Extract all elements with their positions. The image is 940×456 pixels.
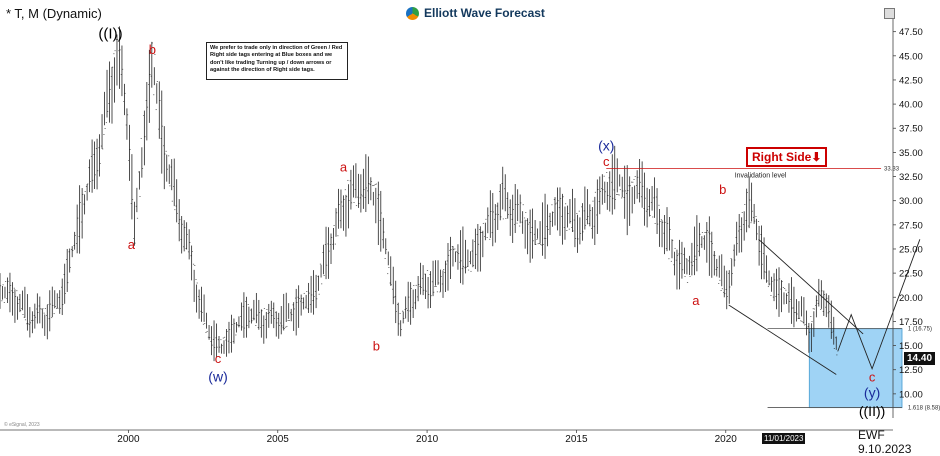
wave-label-8: c — [603, 154, 610, 169]
fib-label-1: 1.618 (8.58) — [908, 406, 940, 412]
y-tick-label-15: 47.50 — [899, 27, 923, 38]
cursor-date: 11/01/2023 — [762, 433, 806, 444]
y-tick-label-13: 42.50 — [899, 75, 923, 86]
wave-label-3: c — [215, 351, 222, 366]
right-side-tag: Right Side⬇ — [746, 147, 828, 167]
wave-label-7: (x) — [598, 137, 614, 153]
blue-box — [808, 328, 903, 409]
wave-label-0: ((I)) — [98, 25, 122, 42]
y-tick-label-4: 20.00 — [899, 293, 923, 304]
brand-name: Elliott Wave Forecast — [424, 6, 545, 20]
y-tick-label-3: 17.50 — [899, 317, 923, 328]
down-arrow-icon: ⬇ — [811, 150, 822, 164]
fib-label-0: 1 (16.75) — [908, 327, 932, 333]
projection-path — [837, 239, 921, 371]
wave-label-13: ((II)) — [859, 403, 885, 419]
wave-label-9: b — [719, 182, 726, 197]
channel-line-0 — [758, 238, 864, 335]
wave-label-5: a — [340, 160, 348, 175]
ewf-watermark: EWF 9.10.2023 — [858, 428, 912, 456]
y-tick-label-10: 35.00 — [899, 148, 923, 159]
y-tick-label-11: 37.50 — [899, 124, 923, 135]
y-tick-label-7: 27.50 — [899, 220, 923, 231]
x-tick-label-4: 2020 — [715, 434, 738, 445]
wave-label-1: a — [128, 237, 136, 252]
invalidation-value: 33.33 — [884, 167, 900, 173]
brand-header: Elliott Wave Forecast — [406, 6, 545, 20]
x-tick-label-1: 2005 — [267, 434, 290, 445]
channel-line-1 — [728, 304, 837, 375]
y-tick-label-2: 15.00 — [899, 341, 923, 352]
settings-icon[interactable] — [884, 8, 895, 19]
y-tick-label-6: 25.00 — [899, 244, 923, 255]
y-tick-label-5: 22.50 — [899, 269, 923, 280]
wave-label-4: (w) — [208, 368, 227, 384]
y-tick-label-1: 12.50 — [899, 365, 923, 376]
x-tick-label-3: 2015 — [565, 434, 588, 445]
copyright-text: © eSignal, 2023 — [4, 422, 40, 428]
y-tick-label-12: 40.00 — [899, 100, 923, 111]
symbol-title: * T, M (Dynamic) — [6, 6, 102, 21]
y-tick-label-8: 30.00 — [899, 196, 923, 207]
x-tick-label-0: 2000 — [117, 434, 140, 445]
current-price-flag: 14.40 — [904, 352, 936, 365]
x-tick-label-2: 2010 — [416, 434, 439, 445]
wave-label-10: a — [692, 293, 700, 308]
trading-note: We prefer to trade only in direction of … — [206, 42, 348, 80]
y-tick-label-14: 45.00 — [899, 51, 923, 62]
right-side-label: Right Side — [752, 150, 812, 164]
wave-label-2: b — [149, 42, 156, 57]
y-tick-label-9: 32.50 — [899, 172, 923, 183]
brand-logo-icon — [406, 6, 419, 20]
y-tick-label-0: 10.00 — [899, 389, 923, 400]
wave-label-6: b — [373, 338, 380, 353]
wave-label-11: c — [869, 369, 876, 384]
invalidation-label: Invalidation level — [735, 173, 787, 180]
wave-label-12: (y) — [864, 385, 880, 401]
